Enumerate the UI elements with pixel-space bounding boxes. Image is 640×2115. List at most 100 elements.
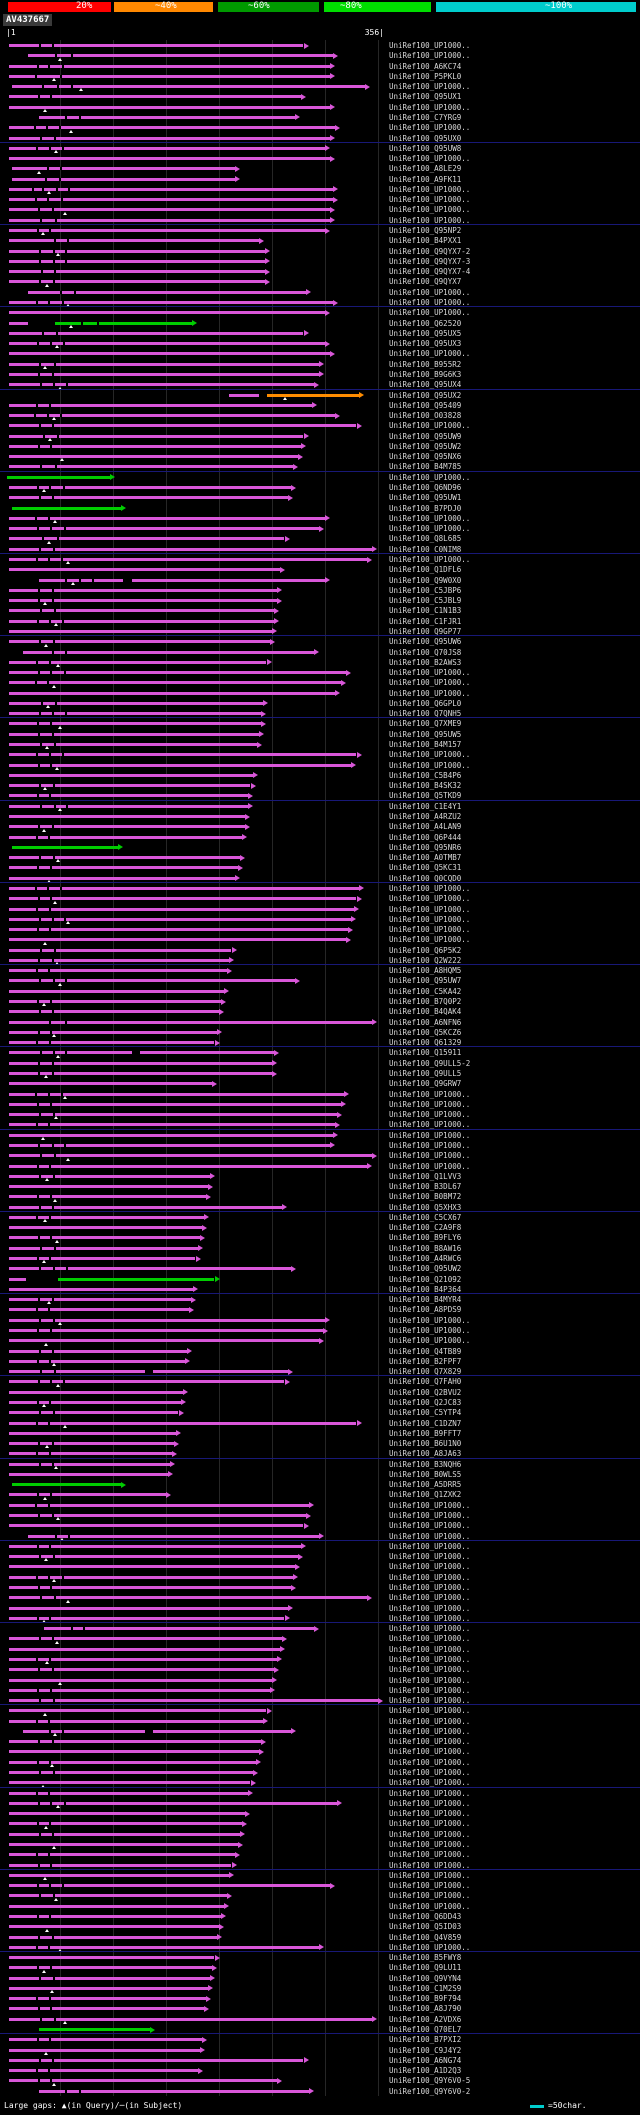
- hit-bar[interactable]: [54, 321, 193, 325]
- hit-label[interactable]: UniRef100_UP1000..: [389, 1860, 471, 1870]
- hit-label[interactable]: UniRef100_UP1000..: [389, 308, 471, 318]
- hit-label[interactable]: UniRef100_UP1000..: [389, 1161, 471, 1171]
- hit-label[interactable]: UniRef100_UP1000..: [389, 195, 471, 205]
- hit-bar[interactable]: [9, 249, 266, 253]
- hit-bar[interactable]: [9, 1616, 285, 1620]
- hit-label[interactable]: UniRef100_Q7FAH0: [389, 1377, 462, 1387]
- hit-bar[interactable]: [9, 331, 304, 335]
- hit-bar[interactable]: [9, 1976, 211, 1980]
- hit-label[interactable]: UniRef100_B0WLS5: [389, 1469, 462, 1479]
- hit-label[interactable]: UniRef100_A8HQM5: [389, 966, 462, 976]
- hit-bar[interactable]: [9, 856, 240, 860]
- hit-label[interactable]: UniRef100_Q2JC83: [389, 1397, 462, 1407]
- hit-bar[interactable]: [22, 650, 315, 654]
- hit-label[interactable]: UniRef100_Q2BVU2: [389, 1387, 462, 1397]
- hit-label[interactable]: UniRef100_UP1000..: [389, 1891, 471, 1901]
- hit-label[interactable]: UniRef100_B9G6K3: [389, 369, 462, 379]
- hit-label[interactable]: UniRef100_B9F794: [389, 1994, 462, 2004]
- hit-bar[interactable]: [22, 1729, 145, 1733]
- hit-label[interactable]: UniRef100_B4M785: [389, 462, 462, 472]
- hit-bar[interactable]: [9, 1873, 230, 1877]
- hit-label[interactable]: UniRef100_UP1000..: [389, 524, 471, 534]
- hit-label[interactable]: UniRef100_Q9QYX7-2: [389, 246, 471, 256]
- hit-label[interactable]: UniRef100_B4QAK4: [389, 1007, 462, 1017]
- hit-label[interactable]: UniRef100_Q9ULL5-2: [389, 1058, 471, 1068]
- hit-label[interactable]: UniRef100_Q9GP77: [389, 626, 462, 636]
- hit-bar[interactable]: [9, 1791, 249, 1795]
- hit-label[interactable]: UniRef100_UP1000..: [389, 668, 471, 678]
- hit-label[interactable]: UniRef100_C5KA42: [389, 986, 462, 996]
- hit-label[interactable]: UniRef100_UP1000..: [389, 1562, 471, 1572]
- hit-bar[interactable]: [9, 722, 262, 726]
- hit-label[interactable]: UniRef100_P5PKL0: [389, 71, 462, 81]
- hit-label[interactable]: UniRef100_Q9VYN4: [389, 1973, 462, 1983]
- hit-label[interactable]: UniRef100_UP1000..: [389, 1541, 471, 1551]
- hit-bar[interactable]: [9, 280, 266, 284]
- hit-label[interactable]: UniRef100_Q70EL7: [389, 2025, 462, 2035]
- hit-bar[interactable]: [9, 1586, 291, 1589]
- hit-bar[interactable]: [9, 958, 230, 962]
- hit-bar[interactable]: [9, 424, 357, 428]
- hit-label[interactable]: UniRef100_UP1000..: [389, 1583, 471, 1592]
- hit-bar[interactable]: [9, 989, 225, 993]
- hit-bar[interactable]: [9, 2058, 304, 2062]
- hit-bar[interactable]: [9, 671, 346, 675]
- hit-bar[interactable]: [9, 1884, 330, 1888]
- hit-bar[interactable]: [9, 928, 348, 932]
- hit-label[interactable]: UniRef100_UP1000..: [389, 1685, 471, 1695]
- hit-bar[interactable]: [9, 1781, 251, 1785]
- hit-label[interactable]: UniRef100_B3NQH6: [389, 1459, 462, 1469]
- hit-label[interactable]: UniRef100_Q1ZXK2: [389, 1490, 462, 1500]
- hit-label[interactable]: UniRef100_UP1000..: [389, 184, 471, 194]
- hit-label[interactable]: UniRef100_UP1000..: [389, 421, 471, 431]
- hit-bar[interactable]: [140, 1051, 274, 1055]
- hit-label[interactable]: UniRef100_Q95NR6: [389, 842, 462, 852]
- hit-bar[interactable]: [9, 321, 29, 325]
- hit-bar[interactable]: [9, 1082, 213, 1086]
- hit-bar[interactable]: [9, 2038, 202, 2042]
- hit-bar[interactable]: [9, 1956, 215, 1960]
- hit-bar[interactable]: [9, 516, 325, 520]
- hit-bar[interactable]: [9, 1226, 202, 1230]
- hit-bar[interactable]: [9, 44, 304, 47]
- hit-bar[interactable]: [9, 136, 330, 140]
- hit-label[interactable]: UniRef100_Q95NX6: [389, 452, 462, 462]
- hit-label[interactable]: UniRef100_UP1000..: [389, 102, 471, 112]
- hit-label[interactable]: UniRef100_C1N1B3: [389, 606, 462, 616]
- hit-label[interactable]: UniRef100_Q95UW5: [389, 729, 462, 739]
- hit-bar[interactable]: [9, 1236, 200, 1240]
- hit-label[interactable]: UniRef100_UP1000..: [389, 1110, 471, 1120]
- hit-bar[interactable]: [9, 1123, 336, 1127]
- hit-label[interactable]: UniRef100_Q95UW6: [389, 637, 462, 647]
- hit-bar[interactable]: [9, 1390, 183, 1394]
- hit-bar[interactable]: [9, 835, 243, 839]
- hit-label[interactable]: UniRef100_Q9Y6V0-2: [389, 2086, 471, 2096]
- hit-bar[interactable]: [9, 948, 232, 952]
- hit-label[interactable]: UniRef100_A8PDS9: [389, 1305, 462, 1315]
- hit-label[interactable]: UniRef100_Q15911: [389, 1048, 462, 1058]
- hit-label[interactable]: UniRef100_UP1000..: [389, 894, 471, 904]
- hit-bar[interactable]: [9, 969, 228, 973]
- hit-label[interactable]: UniRef100_Q70JS8: [389, 647, 462, 657]
- hit-bar[interactable]: [9, 1298, 192, 1302]
- hit-label[interactable]: UniRef100_UP1000..: [389, 1881, 471, 1891]
- hit-bar[interactable]: [9, 691, 336, 695]
- hit-bar[interactable]: [9, 794, 249, 798]
- hit-bar[interactable]: [9, 372, 320, 376]
- hit-label[interactable]: UniRef100_UP1000..: [389, 472, 471, 482]
- hit-bar[interactable]: [9, 825, 246, 829]
- hit-label[interactable]: UniRef100_B4MYR4: [389, 1295, 462, 1305]
- hit-label[interactable]: UniRef100_UP1000..: [389, 1624, 471, 1634]
- hit-label[interactable]: UniRef100_Q95UX3: [389, 339, 462, 349]
- hit-label[interactable]: UniRef100_UP1000..: [389, 1696, 471, 1706]
- hit-bar[interactable]: [9, 1102, 341, 1106]
- hit-label[interactable]: UniRef100_C5JBL9: [389, 596, 462, 606]
- hit-bar[interactable]: [9, 979, 295, 983]
- hit-bar[interactable]: [9, 1997, 207, 2001]
- hit-label[interactable]: UniRef100_UP1000..: [389, 51, 471, 61]
- hit-bar[interactable]: [9, 763, 352, 767]
- hit-label[interactable]: UniRef100_Q95UW2: [389, 1264, 462, 1274]
- hit-label[interactable]: UniRef100_UP1000..: [389, 1120, 471, 1130]
- hit-label[interactable]: UniRef100_A5DRR5: [389, 1480, 462, 1490]
- hit-bar[interactable]: [9, 1544, 302, 1548]
